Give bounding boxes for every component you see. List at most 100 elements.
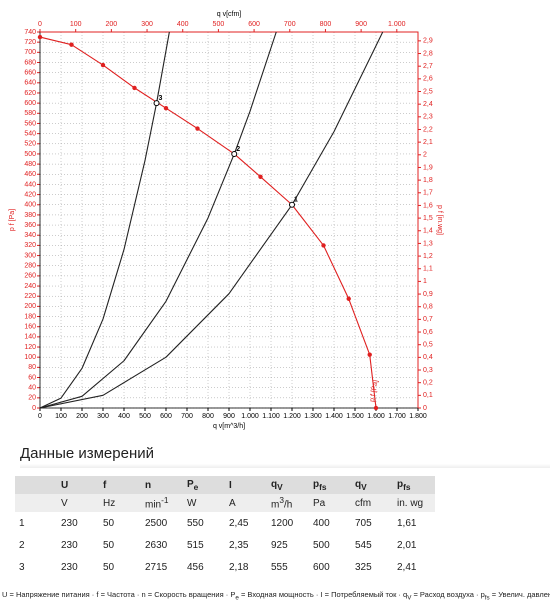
x2-axis-label: q v[cfm] [217,11,242,18]
cell-text: U [61,479,69,491]
header-cell [15,476,57,494]
y-tick-label: 680 [24,59,36,66]
x2-tick-label: 800 [320,21,332,28]
cell-text: f [96,590,99,599]
x2-tick-label: 600 [248,21,260,28]
cell: 555 [271,561,288,573]
data-point [373,405,379,411]
y-tick-label: 640 [24,80,36,87]
y-tick-label: 580 [24,110,36,117]
y2-tick-label: 2,4 [423,101,433,108]
y2-tick-label: 2,2 [423,126,433,133]
x-tick-label: 600 [160,413,172,420]
data-row: 2 230 50 2630 515 2,35 925 500 545 2,01 [15,534,435,556]
y2-tick-label: 2,3 [423,114,433,121]
cell-text: f [103,479,107,491]
data-point [100,62,106,68]
cell-text: Pa [313,497,326,509]
unit-cell: m3/h [267,494,309,512]
cell: 230 [61,517,78,529]
cell: 2,01 [397,539,417,551]
legend-desc: = Входная мощность [238,590,314,599]
y-tick-label: 300 [24,252,36,259]
data-point [69,42,74,47]
y2-tick-label: 0,3 [423,367,433,374]
cell-text: P [187,478,194,490]
cell-text: W [187,497,197,509]
header-cell: Pe [183,476,225,494]
y-tick-label: 520 [24,141,36,148]
cell-text: I [320,590,323,599]
y-tick-label: 220 [24,293,36,300]
cell-text: q [355,478,362,490]
y-tick-label: 440 [24,181,36,188]
header-cell: pfs [309,476,351,494]
x-tick-label: 800 [202,413,214,420]
subscript: fs [403,481,411,492]
y2-tick-label: 1,7 [423,190,433,197]
y-tick-label: 40 [28,385,36,392]
y2-tick-label: 0,7 [423,316,433,323]
y2-tick-label: 0,9 [423,291,433,298]
y2-tick-label: 2,9 [423,38,433,45]
y-tick-label: 260 [24,273,36,280]
data-point [367,352,372,357]
y2-tick-label: 0,5 [423,342,433,349]
cell-text: m [271,499,280,511]
cell-text: A [229,497,236,509]
cell: 230 [61,539,78,551]
superscript: 3 [279,495,284,506]
y2-tick-label: 0,1 [423,392,433,399]
operating-point-label: 1 [294,197,298,204]
cell: 50 [103,561,115,573]
y2-tick-label: 0,2 [423,380,433,387]
x-tick-label: 1.800 [409,413,427,420]
header-cell: f [99,476,141,494]
y2-tick-label: 2,1 [423,139,433,146]
y-tick-label: 660 [24,69,36,76]
x-tick-label: 1.500 [346,413,364,420]
cell-text: P [230,590,236,599]
y2-tick-label: 1,1 [423,266,433,273]
y2-tick-label: 1,8 [423,177,433,184]
series-line [39,31,384,409]
y2-tick-label: 1,5 [423,215,433,222]
cell: 515 [187,539,204,551]
operating-point-label: 3 [159,95,163,102]
cell-text: q [403,590,408,599]
data-point [37,34,43,40]
x-tick-label: 1.700 [388,413,406,420]
header-cell: U [57,476,99,494]
plot-frame [39,31,419,409]
y-tick-label: 320 [24,242,36,249]
x-tick-label: 1.000 [241,413,259,420]
x-tick-label: 0 [38,413,42,420]
cell: 2,18 [229,561,249,573]
operating-point-label: 2 [236,146,240,153]
subscript: e [235,594,239,602]
legend-desc: = Увелич. давления [491,590,550,599]
x2-tick-label: 700 [284,21,296,28]
unit-cell: Pa [309,494,351,512]
y-tick-label: 160 [24,324,36,331]
data-row: 1 230 50 2500 550 2,45 1200 400 705 1,61 [15,512,435,534]
y-tick-label: 120 [24,344,36,351]
header-cell: qV [267,476,309,494]
y-tick-label: 200 [24,303,36,310]
y-tick-label: 740 [24,29,36,36]
cell: 50 [103,517,115,529]
cell: 600 [313,561,330,573]
cell: 2,35 [229,539,249,551]
x2-tick-label: 500 [213,21,225,28]
cell-text: p [397,478,404,490]
header-cell: qV [351,476,393,494]
y2-tick-label: 2 [423,152,427,159]
cell: 2500 [145,517,168,529]
cell: 2 [19,539,25,551]
header-cell: pfs [393,476,435,494]
y-tick-label: 60 [28,374,36,381]
cell: 925 [271,539,288,551]
unit-cell: Hz [99,494,141,512]
